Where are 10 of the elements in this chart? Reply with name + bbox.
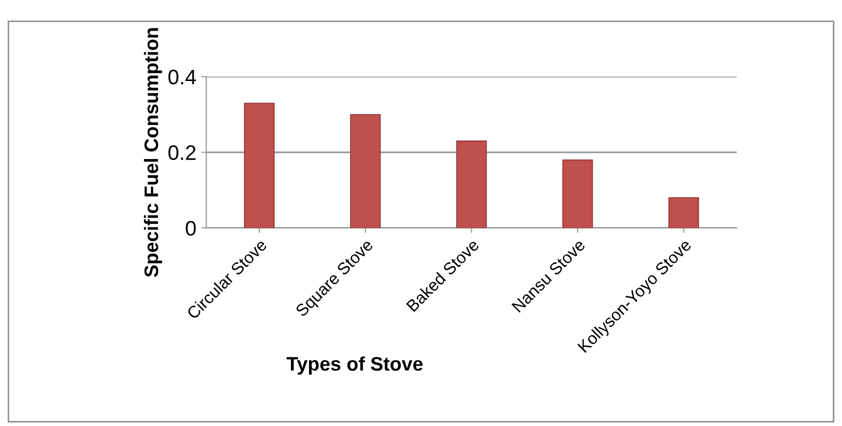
bar	[244, 102, 275, 228]
y-tick-label: 0.4	[168, 70, 196, 84]
y-tick-label: 0	[186, 220, 196, 236]
bar	[456, 140, 487, 228]
x-axis-title: Types of Stove	[286, 356, 423, 375]
bar	[668, 197, 699, 228]
bar	[562, 159, 593, 228]
bar	[350, 114, 381, 228]
y-axis-title: Specific Fuel Consumption	[144, 28, 162, 278]
y-tick-label: 0.2	[168, 145, 196, 160]
